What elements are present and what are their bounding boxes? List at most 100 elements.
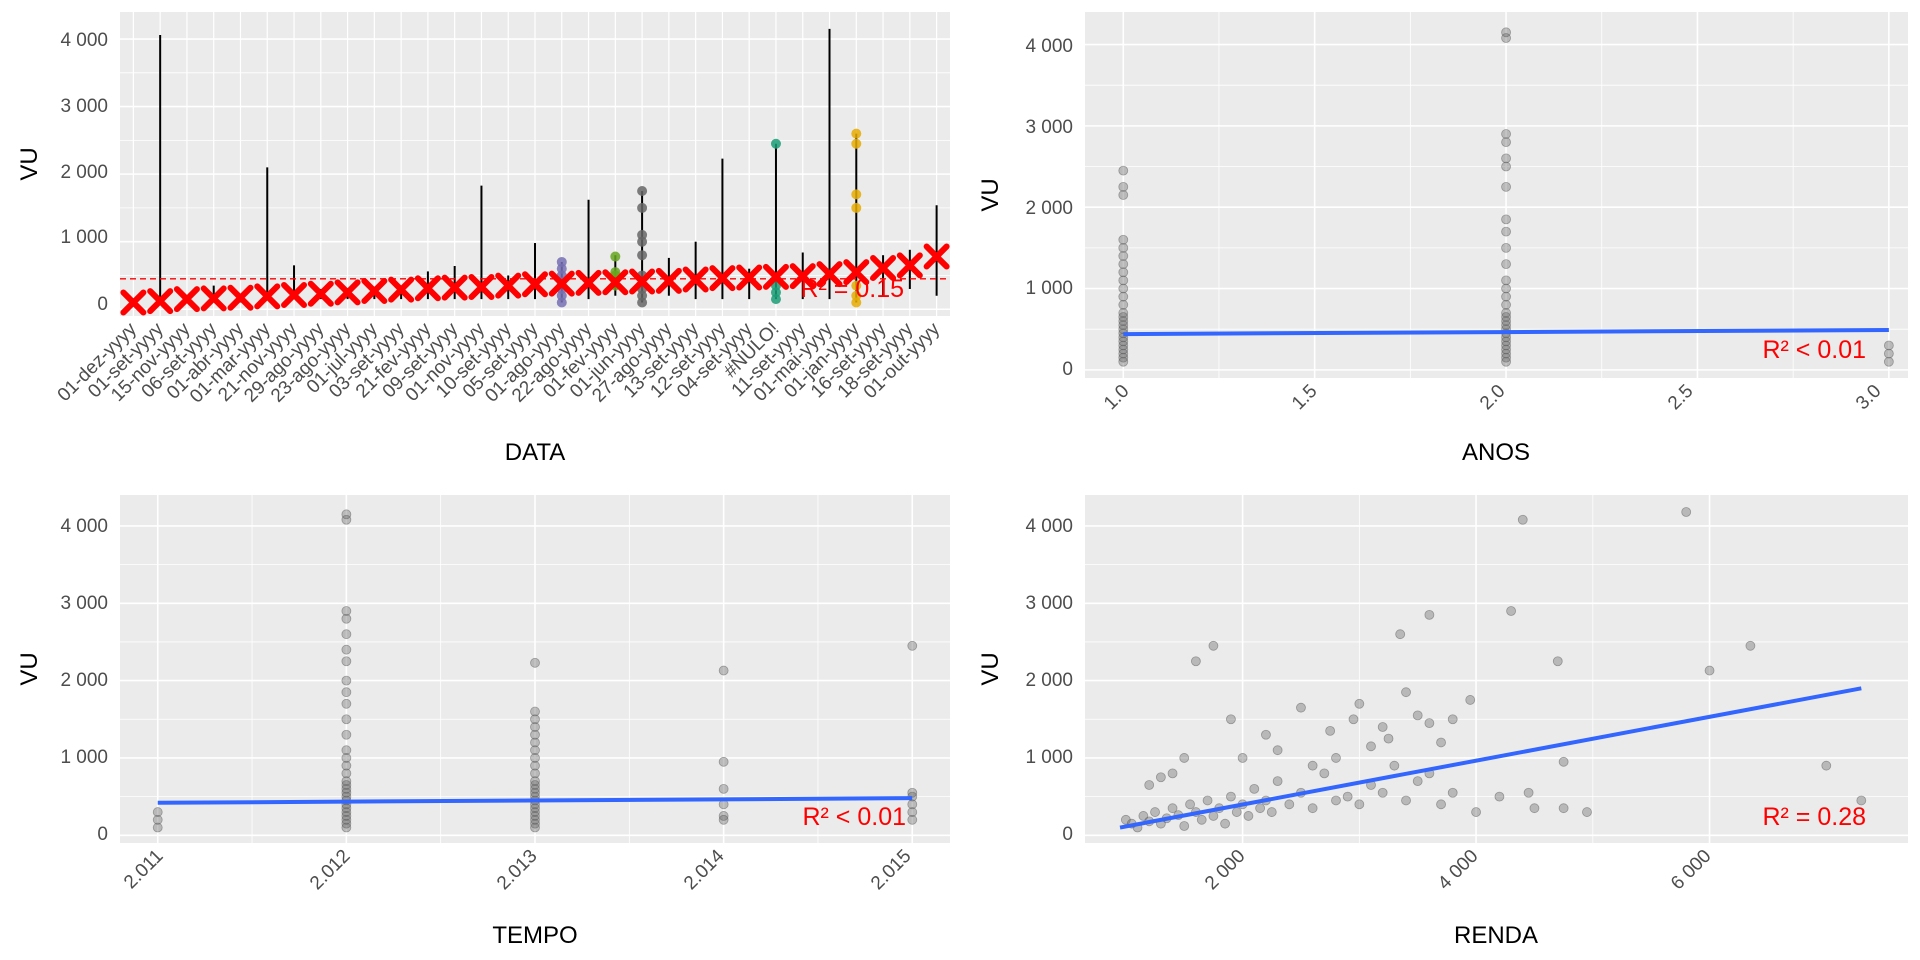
data-point bbox=[907, 807, 918, 817]
data-point bbox=[152, 814, 163, 825]
data-point bbox=[1558, 756, 1569, 767]
data-point bbox=[1261, 729, 1271, 740]
data-point bbox=[1383, 733, 1394, 744]
data-point bbox=[1118, 242, 1129, 253]
y-tick-label: 0 bbox=[97, 824, 108, 845]
data-point bbox=[610, 267, 621, 278]
series-group bbox=[1118, 27, 1894, 367]
y-ticks: 4 000 3 000 2 000 1 000 0 bbox=[1025, 516, 1073, 845]
x-tick-label: 2.012 bbox=[306, 846, 354, 894]
data-point bbox=[1272, 776, 1283, 787]
mean-marker bbox=[522, 271, 548, 298]
data-point bbox=[341, 776, 352, 787]
y-axis-title: VU bbox=[977, 178, 1004, 211]
y-ticks: 4 000 3 000 2 000 1 000 0 bbox=[1025, 36, 1073, 380]
data-point bbox=[1501, 352, 1511, 363]
data-point bbox=[341, 818, 352, 829]
data-point bbox=[530, 780, 540, 790]
y-tick-label: 2 000 bbox=[1025, 670, 1073, 691]
data-point bbox=[907, 814, 918, 825]
data-point bbox=[1118, 320, 1129, 331]
x-tick-label: 6 000 bbox=[1667, 846, 1715, 894]
data-point bbox=[341, 807, 352, 817]
x-axis-title: DATA bbox=[505, 439, 565, 466]
data-point bbox=[341, 729, 352, 740]
data-point bbox=[1118, 316, 1129, 326]
data-point bbox=[1436, 799, 1446, 810]
data-point bbox=[1118, 340, 1129, 351]
mean-marker bbox=[816, 261, 843, 288]
data-point bbox=[1118, 251, 1129, 261]
data-point bbox=[1226, 714, 1236, 725]
data-point bbox=[1319, 768, 1330, 779]
data-point bbox=[1296, 702, 1306, 713]
data-point bbox=[1118, 299, 1129, 310]
y-tick-label: 1 000 bbox=[60, 747, 108, 768]
data-point bbox=[1377, 787, 1388, 798]
data-point bbox=[1118, 356, 1129, 367]
panel-renda: 4 000 3 000 2 000 1 000 0 2 000 4 000 6 … bbox=[977, 495, 1908, 949]
data-point bbox=[637, 229, 648, 240]
x-tick-label: 2.015 bbox=[867, 846, 915, 894]
data-point bbox=[530, 753, 540, 763]
data-point bbox=[152, 807, 163, 817]
data-point bbox=[1354, 799, 1365, 810]
mean-marker bbox=[575, 269, 602, 296]
mean-marker bbox=[655, 267, 682, 294]
data-point bbox=[1501, 291, 1511, 302]
data-point bbox=[1144, 780, 1155, 790]
data-point bbox=[1501, 336, 1511, 347]
data-point bbox=[1348, 714, 1359, 725]
data-point bbox=[530, 722, 540, 732]
data-point bbox=[1118, 352, 1129, 363]
panel-tempo: 4 000 3 000 2 000 1 000 0 2.011 2.012 2.… bbox=[16, 495, 950, 949]
mean-marker bbox=[843, 259, 870, 286]
panel-background bbox=[1085, 495, 1908, 843]
data-point bbox=[1856, 795, 1867, 806]
data-point bbox=[851, 128, 862, 139]
panel-anos: 4 000 3 000 2 000 1 000 0 1.0 1.5 2.0 2.… bbox=[977, 12, 1908, 466]
data-point bbox=[1354, 698, 1365, 709]
mean-marker bbox=[227, 284, 254, 311]
y-tick-label: 1 000 bbox=[1025, 278, 1073, 299]
data-point bbox=[1465, 695, 1476, 705]
mean-marker bbox=[762, 263, 789, 290]
y-tick-label: 1 000 bbox=[60, 227, 108, 248]
data-point bbox=[152, 822, 163, 833]
regression-line bbox=[1123, 328, 1889, 337]
data-point bbox=[1501, 275, 1511, 286]
data-point bbox=[341, 613, 352, 624]
mean-marker bbox=[789, 263, 816, 290]
data-point bbox=[610, 251, 621, 262]
data-point bbox=[1681, 507, 1692, 517]
data-point bbox=[1155, 772, 1166, 783]
data-point bbox=[341, 714, 352, 725]
data-point bbox=[1401, 687, 1411, 698]
data-point bbox=[341, 698, 352, 709]
data-point bbox=[1501, 283, 1511, 294]
y-tick-label: 4 000 bbox=[1025, 36, 1073, 57]
y-tick-label: 3 000 bbox=[60, 593, 108, 614]
y-tick-label: 1 000 bbox=[1025, 747, 1073, 768]
x-tick-label: 2.011 bbox=[120, 846, 167, 893]
x-ticks: 1.0 1.5 2.0 2.5 3.0 bbox=[1100, 381, 1886, 415]
mean-marker bbox=[495, 272, 522, 299]
y-tick-label: 4 000 bbox=[60, 516, 108, 537]
mean-marker bbox=[334, 279, 361, 306]
data-point bbox=[1191, 656, 1201, 667]
data-point bbox=[907, 640, 918, 651]
y-tick-label: 2 000 bbox=[60, 670, 108, 691]
data-point bbox=[1243, 811, 1254, 821]
series-group bbox=[152, 509, 918, 833]
y-tick-label: 2 000 bbox=[1025, 198, 1073, 219]
mean-marker bbox=[468, 273, 495, 300]
data-point bbox=[1501, 226, 1511, 237]
data-point bbox=[1494, 791, 1505, 802]
data-point bbox=[1226, 791, 1236, 802]
data-point bbox=[1118, 312, 1129, 322]
data-point bbox=[1118, 165, 1129, 176]
x-tick-label: 1.5 bbox=[1288, 381, 1322, 415]
data-point bbox=[341, 753, 352, 763]
data-point bbox=[341, 787, 352, 798]
data-point bbox=[1501, 348, 1511, 359]
